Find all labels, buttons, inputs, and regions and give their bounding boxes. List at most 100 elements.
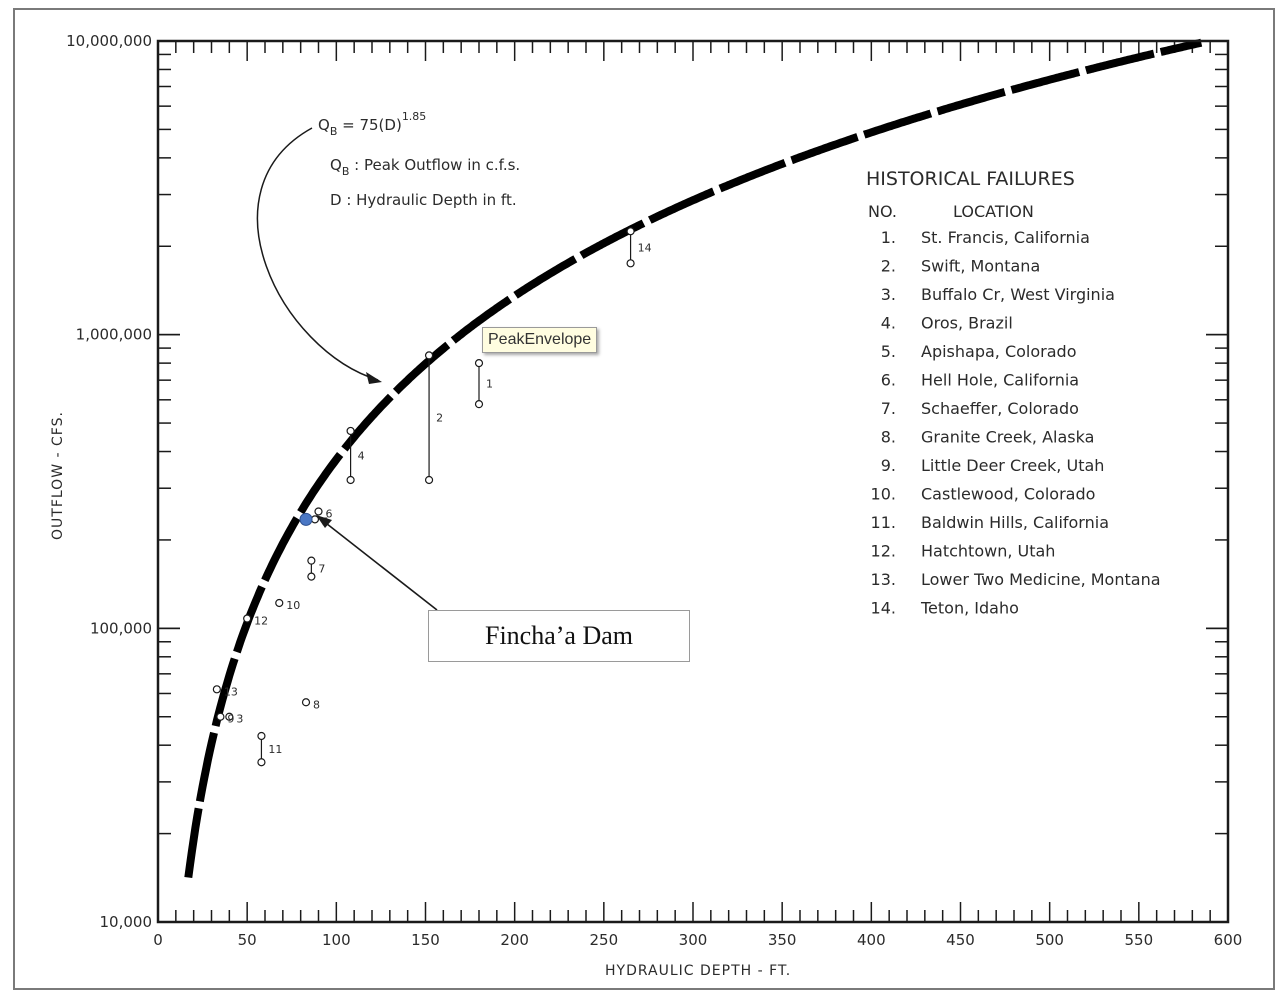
failure-point-label: 3	[236, 713, 243, 726]
legend-item-no: 1.	[881, 228, 896, 247]
legend-items: 1. St. Francis, California 2. Swift, Montan…	[871, 228, 1161, 618]
y-tick-label: 100,000	[90, 619, 152, 637]
legend-item-no: 9.	[881, 456, 896, 475]
equation-arrow-head	[366, 372, 382, 384]
failure-point-high	[626, 227, 635, 236]
legend-item-no: 5.	[881, 342, 896, 361]
legend-item-location: Lower Two Medicine, Montana	[921, 570, 1161, 589]
failure-point-label: 10	[286, 599, 300, 612]
definition-q-sub: B	[342, 165, 350, 178]
equation-q-sub: B	[330, 125, 338, 138]
x-tick-label: 100	[322, 931, 351, 949]
failure-point-high	[424, 351, 434, 360]
y-tick-label: 1,000,000	[76, 326, 152, 344]
failure-point-label: 1	[486, 378, 493, 391]
x-tick-label: 200	[500, 931, 529, 949]
legend-item-location: Swift, Montana	[921, 257, 1040, 276]
failure-point	[301, 698, 311, 707]
legend-col-no: NO.	[868, 202, 897, 221]
legend-item-location: Apishapa, Colorado	[921, 342, 1076, 361]
failure-point-label: 6	[326, 507, 333, 520]
failure-point	[216, 712, 225, 721]
legend-item-no: 10.	[871, 485, 896, 504]
equation-q: Q	[318, 116, 330, 134]
failure-point-low	[257, 758, 266, 767]
svg-text:QB = 75(D)1.85: QB = 75(D)1.85	[318, 110, 426, 138]
failure-point-label: 13	[224, 685, 238, 698]
legend-item-location: St. Francis, California	[921, 228, 1090, 247]
legend-item-no: 6.	[881, 371, 896, 390]
legend-item-no: 12.	[871, 542, 896, 561]
legend-item-location: Baldwin Hills, California	[921, 513, 1109, 532]
failure-points: 1234567891011121314	[212, 227, 652, 767]
legend-item-location: Castlewood, Colorado	[921, 485, 1095, 504]
tick-labels: 0 50 100 150 200 250 300 350 400 450 500 550 600 10,0…	[66, 32, 1242, 949]
failure-point-low	[424, 475, 434, 485]
envelope-layer	[184, 38, 1203, 879]
fincha-dam-callout: Fincha’a Dam	[428, 610, 690, 662]
failure-point-label: 8	[313, 698, 320, 711]
legend-item-location: Oros, Brazil	[921, 314, 1013, 333]
y-tick-label: 10,000	[100, 913, 153, 931]
failure-point-label: 11	[268, 743, 282, 756]
svg-text:QB : Peak Outflow in c.f.s.: QB : Peak Outflow in c.f.s.	[330, 156, 520, 178]
definition-d: D : Hydraulic Depth in ft.	[330, 191, 517, 209]
x-tick-label: 400	[857, 931, 886, 949]
legend-item-no: 7.	[881, 399, 896, 418]
failure-point	[225, 712, 234, 721]
legend-item-no: 13.	[871, 570, 896, 589]
x-tick-label: 0	[153, 931, 163, 949]
equation-formula: = 75(D)	[337, 116, 401, 134]
legend-item-location: Little Deer Creek, Utah	[921, 456, 1104, 475]
tick-marks	[157, 40, 1229, 923]
legend-item-location: Buffalo Cr, West Virginia	[921, 285, 1115, 304]
failure-point	[212, 685, 221, 694]
failure-point-low	[474, 400, 484, 409]
definition-q-text: : Peak Outflow in c.f.s.	[349, 156, 520, 174]
legend-item-location: Teton, Idaho	[920, 599, 1019, 618]
figure-frame	[13, 8, 1275, 990]
envelope-equation: QB = 75(D)1.85 QB : Peak Outflow in c.f.…	[256, 110, 520, 384]
legend-item-no: 3.	[881, 285, 896, 304]
x-tick-label: 500	[1035, 931, 1064, 949]
legend-item-location: Hell Hole, California	[921, 371, 1079, 390]
failure-point-high	[346, 426, 355, 436]
failure-point-high	[307, 556, 316, 565]
legend-item-location: Granite Creek, Alaska	[921, 428, 1094, 447]
fincha-dam-point	[299, 512, 313, 526]
x-tick-label: 350	[768, 931, 797, 949]
plot-area-border	[156, 39, 1230, 924]
peak-envelope-tooltip: PeakEnvelope	[482, 327, 598, 353]
failure-point-label: 12	[254, 615, 268, 628]
legend-item-no: 11.	[871, 513, 896, 532]
x-tick-label: 250	[590, 931, 619, 949]
failure-point-label: 9	[227, 713, 234, 726]
peak-envelope-curve	[184, 38, 1203, 879]
legend-col-location: LOCATION	[953, 202, 1034, 221]
x-tick-label: 450	[946, 931, 975, 949]
failure-point-low	[626, 259, 635, 268]
x-tick-label: 300	[679, 931, 708, 949]
legend: HISTORICAL FAILURES NO. LOCATION 1. St. F…	[866, 168, 1161, 618]
failure-point-low	[307, 572, 316, 581]
x-tick-label: 150	[411, 931, 440, 949]
equation-arrow	[256, 127, 379, 381]
definition-q: Q	[330, 156, 342, 174]
legend-title: HISTORICAL FAILURES	[866, 168, 1075, 190]
failure-point-low	[346, 475, 355, 485]
failure-point-high	[474, 359, 484, 368]
failure-point-label: 14	[638, 241, 652, 254]
x-tick-label: 550	[1125, 931, 1154, 949]
failure-point	[275, 598, 284, 608]
legend-item-no: 4.	[881, 314, 896, 333]
legend-item-location: Schaeffer, Colorado	[921, 399, 1079, 418]
failure-point-label: 4	[358, 449, 365, 462]
x-tick-label: 50	[238, 931, 257, 949]
legend-item-no: 8.	[881, 428, 896, 447]
legend-item-no: 2.	[881, 257, 896, 276]
y-tick-label: 10,000,000	[66, 32, 152, 50]
y-axis-title: OUTFLOW - CFS.	[50, 411, 66, 540]
legend-item-location: Hatchtown, Utah	[921, 542, 1055, 561]
failure-point	[314, 507, 323, 516]
equation-exponent: 1.85	[402, 110, 427, 123]
